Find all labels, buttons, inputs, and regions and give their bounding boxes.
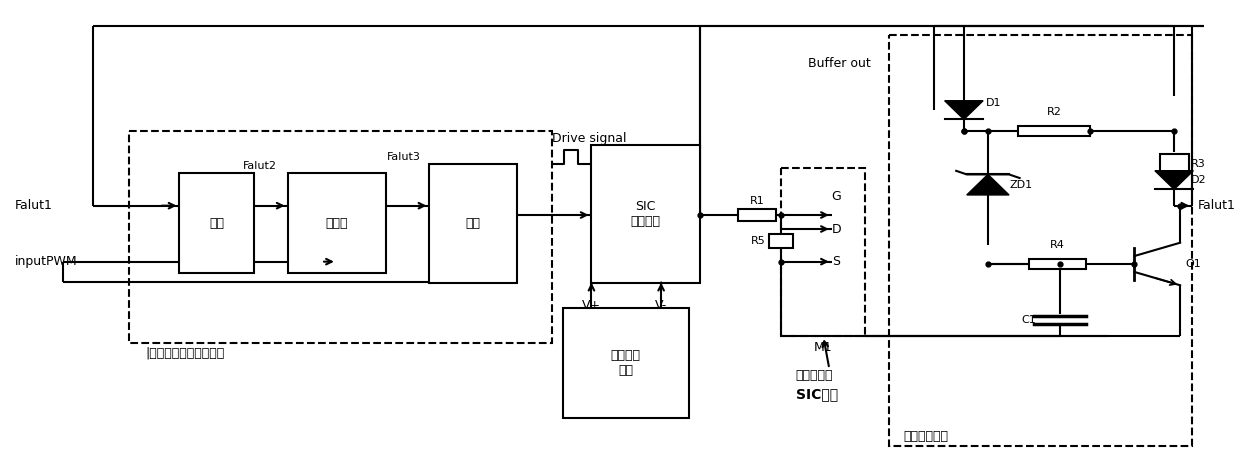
Bar bbox=[738, 209, 776, 221]
Text: Falut1: Falut1 bbox=[1198, 199, 1236, 212]
Text: |开关逻辑信号产生单元: |开关逻辑信号产生单元 bbox=[146, 346, 224, 359]
Text: 光耦: 光耦 bbox=[210, 217, 224, 230]
Polygon shape bbox=[1154, 171, 1193, 189]
Text: Buffer out: Buffer out bbox=[807, 57, 870, 70]
Text: R5: R5 bbox=[751, 236, 765, 245]
Text: C1: C1 bbox=[1022, 315, 1035, 325]
Text: ZD1: ZD1 bbox=[1009, 180, 1033, 190]
Text: R1: R1 bbox=[750, 196, 765, 206]
Text: Falut1: Falut1 bbox=[15, 199, 52, 212]
Bar bbox=[889, 35, 1192, 446]
Bar bbox=[180, 173, 254, 273]
Text: D2: D2 bbox=[1190, 175, 1207, 185]
Text: 锁存器: 锁存器 bbox=[326, 217, 348, 230]
Text: 过流检测电路: 过流检测电路 bbox=[904, 430, 949, 443]
Bar bbox=[429, 164, 517, 283]
Text: D: D bbox=[832, 222, 842, 236]
Text: R4: R4 bbox=[1050, 240, 1065, 250]
Text: V-: V- bbox=[655, 298, 667, 312]
Text: Drive signal: Drive signal bbox=[552, 132, 626, 144]
Text: SIC开关: SIC开关 bbox=[796, 388, 838, 402]
Text: 与门: 与门 bbox=[465, 217, 481, 230]
Text: 隔离辅助
电源: 隔离辅助 电源 bbox=[610, 349, 641, 377]
Bar bbox=[591, 145, 699, 283]
Text: inputPWM: inputPWM bbox=[15, 255, 77, 268]
Text: 主电路中的: 主电路中的 bbox=[796, 370, 833, 382]
Bar bbox=[1018, 126, 1090, 136]
Bar bbox=[1159, 154, 1188, 174]
Text: R2: R2 bbox=[1047, 108, 1061, 118]
Polygon shape bbox=[945, 101, 983, 119]
Text: M1: M1 bbox=[813, 340, 832, 354]
Bar bbox=[769, 234, 794, 248]
Text: R3: R3 bbox=[1190, 159, 1205, 169]
Text: S: S bbox=[832, 255, 839, 268]
Text: Q1: Q1 bbox=[1185, 259, 1200, 269]
Bar bbox=[288, 173, 386, 273]
Polygon shape bbox=[967, 175, 1009, 195]
Bar bbox=[1029, 259, 1086, 269]
Text: V+: V+ bbox=[582, 298, 601, 312]
Text: Falut2: Falut2 bbox=[243, 161, 277, 171]
Bar bbox=[781, 169, 866, 336]
Text: SIC
驱动电路: SIC 驱动电路 bbox=[630, 200, 661, 228]
Bar bbox=[563, 308, 688, 418]
Text: G: G bbox=[832, 190, 842, 203]
Bar bbox=[129, 131, 552, 343]
Text: D1: D1 bbox=[986, 98, 1001, 108]
Text: Falut3: Falut3 bbox=[387, 152, 420, 162]
